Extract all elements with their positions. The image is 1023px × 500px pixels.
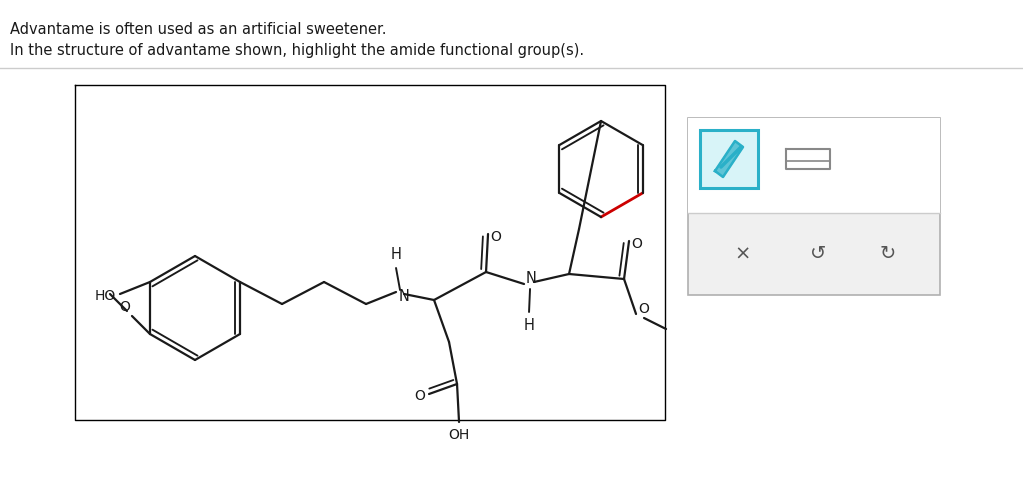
Polygon shape (715, 141, 743, 177)
Text: H: H (524, 318, 534, 333)
Text: O: O (638, 302, 649, 316)
Text: In the structure of advantame shown, highlight the amide functional group(s).: In the structure of advantame shown, hig… (10, 43, 584, 58)
Text: O: O (414, 389, 425, 403)
Text: ×: × (735, 244, 751, 264)
Text: OH: OH (448, 428, 470, 442)
Text: HO: HO (95, 289, 116, 303)
Text: N: N (526, 271, 537, 286)
FancyBboxPatch shape (688, 118, 940, 213)
Text: ↺: ↺ (810, 244, 827, 264)
Text: O: O (119, 300, 130, 314)
FancyBboxPatch shape (688, 118, 940, 295)
Text: O: O (490, 230, 501, 244)
Text: Advantame is often used as an artificial sweetener.: Advantame is often used as an artificial… (10, 22, 387, 37)
Text: ↻: ↻ (880, 244, 896, 264)
Text: O: O (631, 237, 641, 251)
Text: H: H (391, 247, 401, 262)
FancyBboxPatch shape (700, 130, 758, 188)
Text: N: N (399, 289, 410, 304)
